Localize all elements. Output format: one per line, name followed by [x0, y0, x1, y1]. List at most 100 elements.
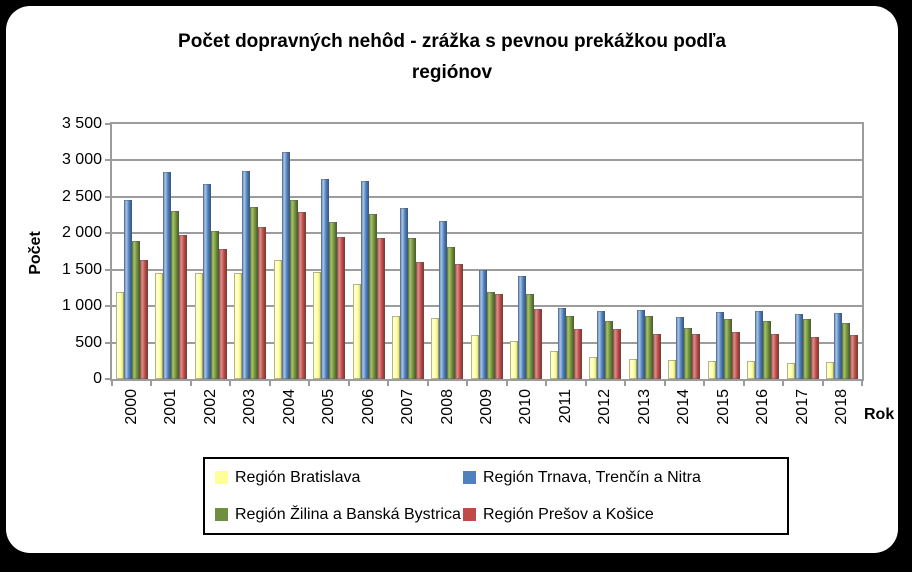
bar [605, 321, 614, 379]
bar [526, 294, 535, 379]
y-tick-mark [105, 195, 110, 198]
bar [131, 241, 140, 379]
x-tick-label: 2018 [833, 389, 850, 425]
x-tick-label: 2008 [439, 389, 456, 425]
bar [549, 351, 558, 379]
gridline [112, 268, 862, 271]
bar [810, 337, 819, 379]
bar [115, 292, 124, 379]
bar [842, 323, 851, 379]
bar-group-2007 [388, 124, 427, 379]
x-tick-label: 2012 [596, 389, 613, 425]
x-tick-mark [387, 381, 389, 386]
bar [210, 231, 219, 379]
bar [155, 273, 164, 379]
bar [313, 272, 322, 379]
bar-group-2008 [428, 124, 467, 379]
y-tick-mark [105, 232, 110, 235]
bar [802, 319, 811, 379]
bar [786, 363, 795, 379]
x-tick-mark [743, 381, 745, 386]
bar [242, 171, 251, 379]
bar [628, 359, 637, 379]
x-tick-mark [506, 381, 508, 386]
bar-group-2001 [151, 124, 190, 379]
bar [794, 314, 803, 379]
bar-group-2003 [230, 124, 269, 379]
y-tick-label: 2 000 [61, 224, 102, 242]
bar [297, 212, 306, 379]
bar [534, 309, 543, 379]
y-tick-mark [105, 341, 110, 344]
bar [676, 317, 685, 379]
bar [486, 292, 495, 379]
legend-swatch [215, 508, 228, 521]
bar [179, 235, 188, 379]
x-tick-mark [427, 381, 429, 386]
legend-label: Región Prešov a Košice [483, 505, 654, 523]
plot-area [110, 122, 864, 381]
x-tick-label: 2005 [320, 389, 337, 425]
x-tick-mark [624, 381, 626, 386]
legend: Región Bratislava Región Trnava, Trenčín … [203, 457, 789, 535]
y-tick-label: 3 000 [61, 151, 102, 169]
x-tick-mark [466, 381, 468, 386]
bar [494, 294, 503, 379]
x-tick-mark [190, 381, 192, 386]
bar-group-2010 [507, 124, 546, 379]
bar [281, 152, 290, 379]
bar [408, 238, 417, 379]
x-tick-label: 2011 [557, 389, 574, 424]
legend-swatch [215, 471, 228, 484]
bar [478, 270, 487, 379]
x-tick-label: 2017 [794, 389, 811, 425]
bar [573, 329, 582, 379]
bar-group-2013 [625, 124, 664, 379]
legend-label: Región Žilina a Banská Bystrica [235, 505, 461, 523]
bar [321, 179, 330, 379]
x-tick-label: 2013 [636, 389, 653, 425]
x-tick-label: 2002 [202, 389, 219, 425]
legend-item: Región Prešov a Košice [463, 506, 781, 524]
bar-group-2016 [744, 124, 783, 379]
x-tick-mark [782, 381, 784, 386]
bar [139, 260, 148, 379]
bar [337, 237, 346, 379]
bar [470, 335, 479, 379]
y-tick-mark [105, 378, 110, 380]
bar [123, 200, 132, 379]
bar-group-2004 [270, 124, 309, 379]
bar [360, 181, 369, 379]
bar [250, 207, 259, 379]
bar [447, 247, 456, 379]
bar [352, 284, 361, 379]
bar [834, 313, 843, 379]
y-tick-label: 0 [93, 370, 102, 387]
bar [171, 211, 180, 379]
y-tick-label: 500 [75, 333, 102, 351]
x-tick-label: 2010 [517, 389, 534, 425]
legend-label: Región Trnava, Trenčín a Nitra [483, 468, 701, 486]
x-tick-mark [585, 381, 587, 386]
x-tick-label: 2006 [360, 389, 377, 425]
bar [763, 321, 772, 379]
x-tick-label: 2007 [399, 389, 416, 425]
bar-group-2005 [309, 124, 348, 379]
gridline [112, 195, 862, 198]
bar [723, 319, 732, 379]
bar [218, 249, 227, 379]
bar [557, 308, 566, 379]
bar-group-2017 [783, 124, 822, 379]
bar [850, 335, 859, 379]
bar [692, 334, 701, 379]
bar [234, 273, 243, 379]
x-tick-label: 2000 [123, 389, 140, 425]
x-tick-mark [664, 381, 666, 386]
bar [510, 341, 519, 379]
gridline [112, 232, 862, 235]
bar [826, 362, 835, 379]
x-tick-mark [861, 381, 863, 386]
bar [518, 276, 527, 379]
bar [376, 238, 385, 379]
